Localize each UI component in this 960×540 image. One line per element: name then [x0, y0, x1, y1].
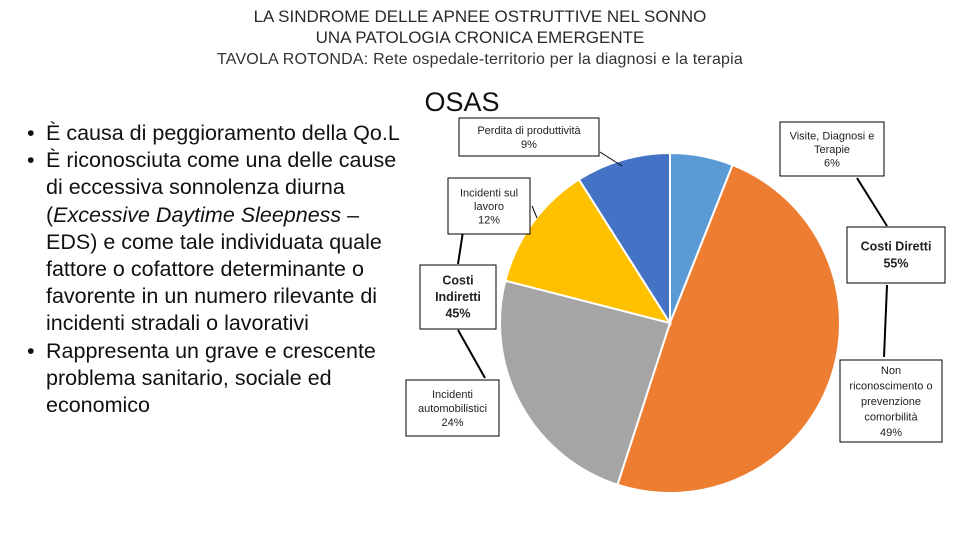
- pie-slice-incidenti-sul-lavoro: [504, 178, 673, 325]
- label-text-line: 55%: [883, 257, 908, 271]
- pie-slice-incidenti-automobilistici: [498, 279, 672, 486]
- label-box: [419, 264, 497, 330]
- bullet-item: È riconosciuta come una delle cause di e…: [24, 147, 404, 337]
- label-perdita-di-produttivita: Perdita di produttività 9%: [458, 117, 600, 157]
- label-text-line: Perdita di produttività: [477, 125, 581, 137]
- label-text-line: Incidenti sul: [460, 188, 518, 200]
- slice-labels: Perdita di produttività 9% Visite, Diagnos…: [405, 117, 946, 443]
- pie-slice-perdita-di-produttivita: [577, 151, 671, 327]
- arrow-costi-indiretti-automobilistici: [457, 329, 486, 379]
- leader-incidenti-lavoro: [531, 205, 538, 219]
- bullet-text: È causa di peggioramento della Qo.L: [46, 121, 400, 145]
- pie-slices: [498, 151, 841, 494]
- label-text-line: Indiretti: [435, 290, 481, 304]
- bullet-item: È causa di peggioramento della Qo.L: [24, 120, 404, 147]
- label-text-line: 6%: [824, 158, 840, 170]
- label-text-line: comorbilità: [864, 411, 918, 423]
- bullet-text: – EDS) e come tale individuata quale fat…: [46, 202, 382, 336]
- label-text-line: Terapie: [814, 144, 850, 156]
- label-text-line: automobilistici: [418, 403, 487, 415]
- label-incidenti-automobilistici: Incidenti automobilistici 24%: [405, 379, 500, 437]
- label-box: [447, 177, 531, 235]
- chart-title: OSAS: [424, 87, 499, 117]
- label-non-riconoscimento: Non riconoscimento o prevenzione comorbilit…: [839, 359, 943, 443]
- label-box: [458, 117, 600, 157]
- bullet-list: È causa di peggioramento della Qo.L È ric…: [24, 120, 404, 419]
- label-arrows: [457, 151, 888, 379]
- arrow-costi-diretti-non-riconoscimento: [883, 284, 888, 358]
- label-text-line: Costi Diretti: [861, 240, 932, 254]
- label-box: [846, 226, 946, 284]
- label-text-line: Visite, Diagnosi e: [790, 131, 875, 143]
- label-box: [405, 379, 500, 437]
- label-text-line: Incidenti: [432, 389, 473, 401]
- label-text-line: lavoro: [474, 201, 504, 213]
- slide-title-line-1: LA SINDROME DELLE APNEE OSTRUTTIVE NEL S…: [253, 7, 707, 26]
- label-box: [779, 121, 885, 177]
- bullet-item: Rappresenta un grave e crescente problem…: [24, 338, 404, 420]
- bullet-text: Rappresenta un grave e crescente problem…: [46, 338, 376, 418]
- bullet-text: È riconosciuta come una delle cause di e…: [46, 148, 397, 227]
- label-box: [839, 359, 943, 443]
- slide-header: LA SINDROME DELLE APNEE OSTRUTTIVE NEL S…: [0, 6, 960, 71]
- slide-subtitle: TAVOLA ROTONDA: Rete ospedale-territorio…: [216, 51, 744, 68]
- arrow-visite-costi-diretti: [856, 177, 888, 227]
- label-text-line: 45%: [445, 307, 470, 321]
- label-text-line: 9%: [521, 139, 537, 151]
- label-text-line: Costi: [442, 274, 473, 288]
- bullet-text-italic: Excessive Daytime Sleepness: [53, 202, 342, 227]
- label-text-line: 12%: [478, 215, 500, 227]
- label-text-line: riconoscimento o: [849, 381, 932, 393]
- leader-perdita: [599, 151, 623, 167]
- label-text-line: 49%: [880, 427, 902, 439]
- pie-slice-non-riconoscimento-comorbilita: [616, 163, 841, 494]
- label-text-line: 24%: [441, 417, 463, 429]
- label-text-line: prevenzione: [861, 396, 921, 408]
- label-costi-indiretti: Costi Indiretti 45%: [419, 264, 497, 330]
- label-text-line: Non: [881, 365, 901, 377]
- slide-title-line-2: UNA PATOLOGIA CRONICA EMERGENTE: [315, 28, 645, 47]
- label-costi-diretti: Costi Diretti 55%: [846, 226, 946, 284]
